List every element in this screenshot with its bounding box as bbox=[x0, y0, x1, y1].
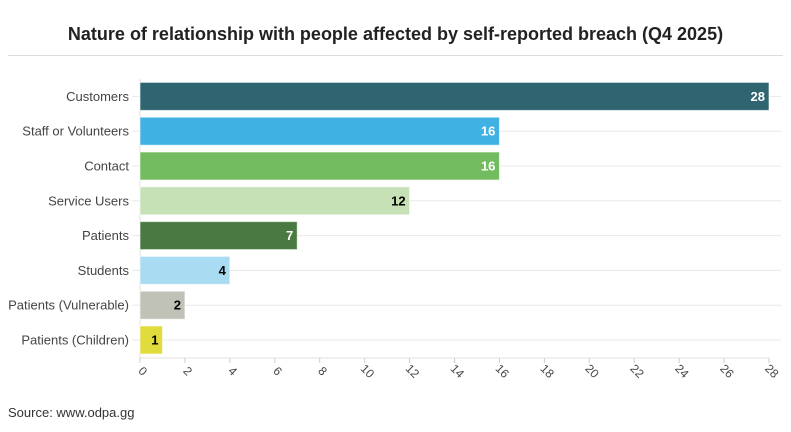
x-tick-label: 14 bbox=[448, 361, 468, 381]
bar bbox=[139, 81, 770, 111]
bar bbox=[139, 186, 411, 216]
x-tick-label: 28 bbox=[762, 361, 782, 381]
x-tick-label: 22 bbox=[627, 361, 647, 381]
x-tick-label: 24 bbox=[672, 361, 692, 381]
x-tick-label: 10 bbox=[358, 361, 378, 381]
data-label: 4 bbox=[219, 263, 227, 278]
x-tick-label: 12 bbox=[403, 361, 423, 381]
x-tick-label: 6 bbox=[270, 364, 285, 379]
bar bbox=[139, 290, 186, 320]
x-tick-label: 8 bbox=[315, 364, 330, 379]
category-label: Students bbox=[78, 263, 130, 278]
bar bbox=[139, 325, 163, 355]
bar bbox=[139, 221, 298, 251]
x-tick-label: 2 bbox=[180, 364, 195, 379]
category-label: Patients bbox=[82, 228, 129, 243]
data-label: 28 bbox=[751, 89, 765, 104]
data-label: 2 bbox=[174, 298, 181, 313]
chart-title: Nature of relationship with people affec… bbox=[67, 24, 724, 44]
x-tick-label: 26 bbox=[717, 361, 737, 381]
x-tick-label: 4 bbox=[225, 364, 240, 379]
bar bbox=[139, 255, 231, 285]
data-label: 16 bbox=[481, 124, 495, 139]
title-divider bbox=[8, 55, 783, 56]
category-label: Customers bbox=[66, 89, 129, 104]
data-label: 7 bbox=[286, 228, 293, 243]
x-tick-label: 0 bbox=[136, 364, 151, 379]
x-tick-label: 18 bbox=[538, 361, 558, 381]
category-label: Patients (Vulnerable) bbox=[8, 298, 129, 313]
bar bbox=[139, 116, 500, 146]
data-label: 1 bbox=[151, 333, 158, 348]
source-note: Source: www.odpa.gg bbox=[8, 405, 135, 420]
category-label: Staff or Volunteers bbox=[22, 124, 129, 139]
data-label: 12 bbox=[391, 193, 405, 208]
category-label: Contact bbox=[84, 159, 129, 174]
bar bbox=[139, 151, 500, 181]
x-tick-label: 20 bbox=[582, 361, 602, 381]
category-label: Service Users bbox=[48, 193, 129, 208]
x-tick-label: 16 bbox=[493, 361, 513, 381]
category-label: Patients (Children) bbox=[21, 333, 129, 348]
data-label: 16 bbox=[481, 159, 495, 174]
